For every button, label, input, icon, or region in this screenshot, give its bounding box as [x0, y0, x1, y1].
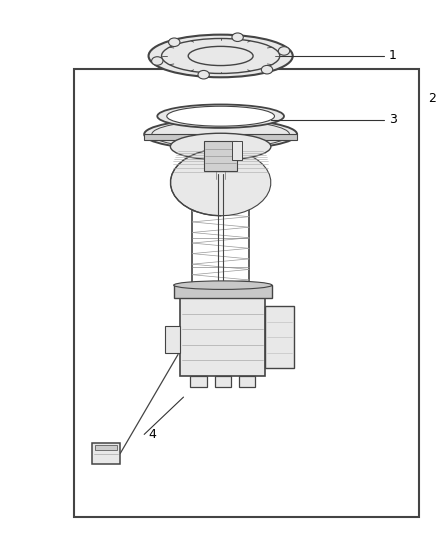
Bar — [174, 285, 272, 298]
Ellipse shape — [261, 66, 273, 74]
Ellipse shape — [188, 46, 253, 66]
Ellipse shape — [170, 133, 271, 160]
Text: 1: 1 — [389, 50, 397, 62]
Ellipse shape — [152, 121, 290, 148]
Ellipse shape — [144, 119, 297, 149]
Ellipse shape — [152, 56, 163, 65]
Text: 2: 2 — [428, 92, 436, 105]
Bar — [265, 306, 294, 368]
Ellipse shape — [157, 104, 284, 128]
Ellipse shape — [278, 47, 290, 55]
Ellipse shape — [167, 106, 275, 126]
Text: 3: 3 — [389, 114, 397, 126]
Ellipse shape — [169, 38, 180, 46]
Ellipse shape — [232, 33, 243, 42]
Bar — [165, 326, 180, 353]
Bar — [215, 376, 231, 387]
Ellipse shape — [198, 70, 209, 79]
Bar — [239, 376, 255, 387]
Ellipse shape — [174, 281, 272, 289]
Polygon shape — [144, 134, 297, 140]
Ellipse shape — [148, 35, 293, 77]
Bar — [74, 69, 420, 517]
Ellipse shape — [162, 38, 280, 74]
Bar — [191, 376, 207, 387]
Text: 4: 4 — [148, 428, 156, 441]
Bar — [204, 141, 237, 171]
Bar — [92, 443, 120, 464]
Bar — [232, 141, 243, 160]
Bar — [95, 446, 117, 449]
Bar — [180, 298, 265, 376]
Polygon shape — [170, 149, 271, 216]
